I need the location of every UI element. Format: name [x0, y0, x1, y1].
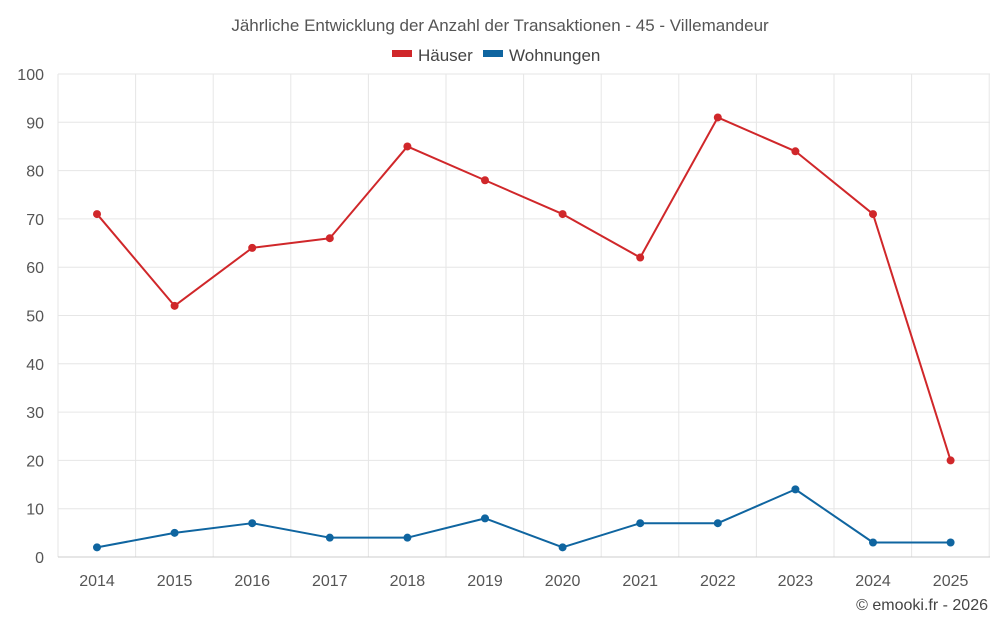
series-haeuser	[93, 113, 955, 465]
series-line	[96, 116, 952, 461]
data-point[interactable]	[481, 176, 489, 185]
data-point[interactable]	[869, 210, 877, 219]
data-point[interactable]	[93, 543, 101, 552]
data-point[interactable]	[946, 456, 955, 465]
y-tick-label: 10	[26, 502, 44, 519]
x-axis-ticks: 2014 2015 2016 2017 2018 2019 2020 2021 2022 2023…	[79, 573, 968, 590]
data-point[interactable]	[403, 533, 412, 542]
y-tick-label: 20	[26, 453, 44, 470]
data-point[interactable]	[791, 147, 800, 156]
x-tick-label: 2023	[778, 573, 814, 590]
chart-title: Jährliche Entwicklung der Anzahl der Tra…	[231, 16, 769, 35]
data-point[interactable]	[869, 538, 877, 547]
y-axis-ticks: 0 10 20 30 40 50 60 70 80 90 100	[17, 67, 44, 567]
y-tick-label: 100	[17, 67, 44, 84]
grid	[57, 73, 990, 557]
data-point[interactable]	[713, 113, 722, 122]
data-point[interactable]	[946, 538, 955, 547]
series-line	[96, 488, 951, 549]
x-tick-label: 2017	[312, 573, 348, 590]
y-tick-label: 40	[26, 357, 44, 374]
y-tick-label: 70	[26, 212, 44, 229]
x-tick-label: 2024	[855, 573, 891, 590]
x-tick-label: 2019	[467, 573, 503, 590]
data-point[interactable]	[325, 234, 334, 243]
data-point[interactable]	[481, 514, 489, 523]
y-tick-label: 0	[35, 550, 44, 567]
data-point[interactable]	[93, 210, 101, 219]
data-point[interactable]	[170, 301, 179, 310]
data-point[interactable]	[791, 485, 800, 494]
data-point[interactable]	[558, 210, 567, 219]
x-tick-label: 2016	[234, 573, 270, 590]
legend-swatch-wohnungen	[483, 50, 503, 57]
x-tick-label: 2014	[79, 573, 115, 590]
x-tick-label: 2020	[545, 573, 581, 590]
y-tick-label: 50	[26, 309, 44, 326]
data-point[interactable]	[170, 528, 179, 537]
x-tick-label: 2022	[700, 573, 736, 590]
y-tick-label: 90	[26, 115, 44, 132]
data-point[interactable]	[248, 519, 257, 528]
credit-text: © emooki.fr - 2026	[856, 597, 988, 614]
data-point[interactable]	[248, 243, 257, 252]
legend-label-haeuser[interactable]: Häuser	[418, 46, 473, 65]
legend: Häuser Wohnungen	[392, 46, 600, 65]
legend-swatch-haeuser	[392, 50, 412, 57]
data-point[interactable]	[713, 519, 722, 528]
x-tick-label: 2025	[933, 573, 969, 590]
series-wohnungen	[93, 485, 955, 552]
legend-label-wohnungen[interactable]: Wohnungen	[509, 46, 600, 65]
series	[93, 113, 955, 552]
data-point[interactable]	[558, 543, 567, 552]
data-point[interactable]	[403, 142, 412, 151]
data-point[interactable]	[325, 533, 334, 542]
x-tick-label: 2015	[157, 573, 193, 590]
x-tick-label: 2018	[390, 573, 426, 590]
y-tick-label: 80	[26, 164, 44, 181]
x-tick-label: 2021	[622, 573, 658, 590]
data-point[interactable]	[636, 253, 645, 262]
y-tick-label: 30	[26, 405, 44, 422]
data-point[interactable]	[636, 519, 645, 528]
y-tick-label: 60	[26, 260, 44, 277]
